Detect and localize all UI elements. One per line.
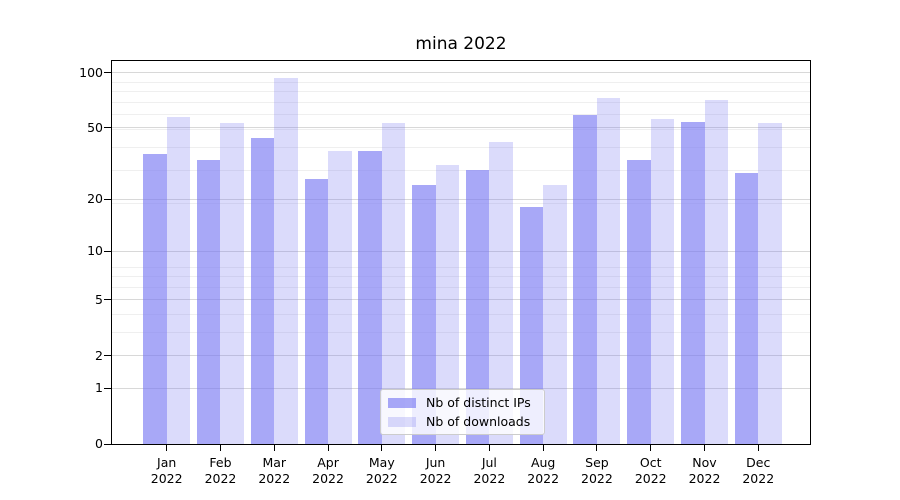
x-tick-label: Dec 2022 — [742, 455, 775, 486]
legend-item-downloads: Nb of downloads — [388, 412, 544, 431]
y-axis-tick-mark — [104, 443, 111, 445]
chart-title: mina 2022 — [415, 34, 507, 54]
y-tick-label: 2 — [95, 347, 103, 363]
x-tick-label: Oct 2022 — [634, 455, 667, 486]
y-axis-tick-mark — [104, 127, 111, 129]
bar-downloads — [489, 141, 513, 444]
gridline-minor — [112, 314, 810, 316]
y-tick-label: 5 — [95, 291, 103, 307]
y-axis-tick-mark — [104, 250, 111, 252]
gridline-minor — [112, 266, 810, 268]
gridline-major — [112, 387, 810, 389]
bar-downloads — [650, 118, 675, 444]
bar-distinct-ips — [196, 160, 221, 444]
gridline-minor — [112, 332, 810, 333]
x-axis-tick-mark — [327, 445, 329, 451]
gridline-minor — [112, 91, 810, 93]
gridline-major — [112, 355, 810, 357]
bar-distinct-ips — [573, 114, 597, 444]
legend: Nb of distinct IPs Nb of downloads — [380, 389, 545, 435]
x-axis-tick-mark — [381, 445, 383, 451]
bars-layer — [112, 61, 810, 444]
bar-distinct-ips — [519, 207, 544, 444]
gridline-major — [112, 72, 810, 74]
plot-area — [111, 60, 811, 445]
gridline-minor — [112, 81, 810, 83]
bar-downloads — [274, 77, 298, 444]
x-axis-tick-mark — [166, 445, 168, 451]
gridline-minor — [112, 202, 810, 204]
gridline-major — [112, 299, 810, 301]
grid-layer — [112, 61, 810, 444]
bar-downloads — [435, 165, 460, 444]
y-tick-label: 1 — [95, 380, 103, 396]
bar-downloads — [704, 100, 728, 444]
y-axis-tick-mark — [104, 198, 111, 200]
bar-downloads — [758, 123, 782, 444]
y-tick-label: 10 — [87, 243, 103, 259]
bar-distinct-ips — [358, 151, 382, 444]
x-axis-tick-mark — [757, 445, 759, 451]
x-axis-tick-mark — [273, 445, 275, 451]
x-tick-label: Jun 2022 — [419, 455, 452, 486]
bar-downloads — [543, 185, 567, 444]
x-axis-tick-mark — [704, 445, 705, 451]
x-tick-label: Jul 2022 — [473, 455, 506, 486]
gridline-minor — [112, 169, 810, 171]
bar-distinct-ips — [143, 153, 167, 444]
gridline-minor — [112, 276, 810, 278]
x-tick-label: Aug 2022 — [527, 455, 560, 486]
bar-downloads — [381, 123, 406, 444]
x-tick-label: Sep 2022 — [581, 455, 613, 486]
y-tick-label: 20 — [87, 191, 103, 207]
x-tick-label: Jan 2022 — [150, 455, 183, 486]
y-tick-label: 0 — [95, 436, 103, 451]
y-axis-tick-mark — [104, 387, 111, 389]
x-tick-label: Mar 2022 — [258, 455, 291, 486]
x-tick-label: Nov 2022 — [688, 455, 721, 486]
y-axis-tick-mark — [104, 355, 111, 357]
bar-downloads — [220, 123, 244, 444]
bar-distinct-ips — [465, 170, 490, 444]
bar-distinct-ips — [681, 121, 705, 444]
x-axis-tick-mark — [596, 445, 598, 451]
gridline-minor — [112, 286, 810, 288]
y-tick-label: 100 — [79, 64, 103, 80]
x-tick-label: May 2022 — [365, 455, 398, 486]
y-axis-tick-mark — [104, 299, 111, 301]
x-axis-tick-mark — [219, 445, 221, 451]
x-axis-tick-mark — [435, 445, 437, 451]
legend-label-downloads: Nb of downloads — [426, 414, 531, 429]
legend-label-distinct-ips: Nb of distinct IPs — [426, 395, 531, 410]
gridline-minor — [112, 146, 810, 148]
bar-distinct-ips — [304, 178, 329, 444]
bar-distinct-ips — [734, 173, 759, 444]
gridline-major — [112, 198, 810, 200]
legend-item-distinct-ips: Nb of distinct IPs — [388, 393, 544, 412]
bar-distinct-ips — [412, 185, 436, 444]
gridline-major — [112, 127, 810, 129]
gridline-minor — [112, 128, 810, 130]
x-axis-tick-mark — [650, 445, 652, 451]
gridline-minor — [112, 114, 810, 116]
x-axis-tick-mark — [542, 445, 544, 451]
bar-distinct-ips — [250, 137, 275, 444]
x-tick-label: Apr 2022 — [312, 455, 344, 486]
gridline-minor — [112, 101, 810, 103]
x-axis-tick-mark — [488, 445, 490, 451]
bar-downloads — [166, 117, 191, 444]
gridline-major — [112, 250, 810, 252]
y-axis-tick-mark — [104, 72, 111, 74]
legend-swatch-downloads — [388, 416, 416, 427]
bar-distinct-ips — [627, 160, 651, 444]
legend-swatch-distinct-ips — [388, 397, 416, 408]
x-tick-label: Feb 2022 — [204, 455, 237, 486]
bar-downloads — [596, 97, 621, 444]
y-tick-label: 50 — [87, 119, 103, 135]
bar-downloads — [328, 151, 352, 444]
